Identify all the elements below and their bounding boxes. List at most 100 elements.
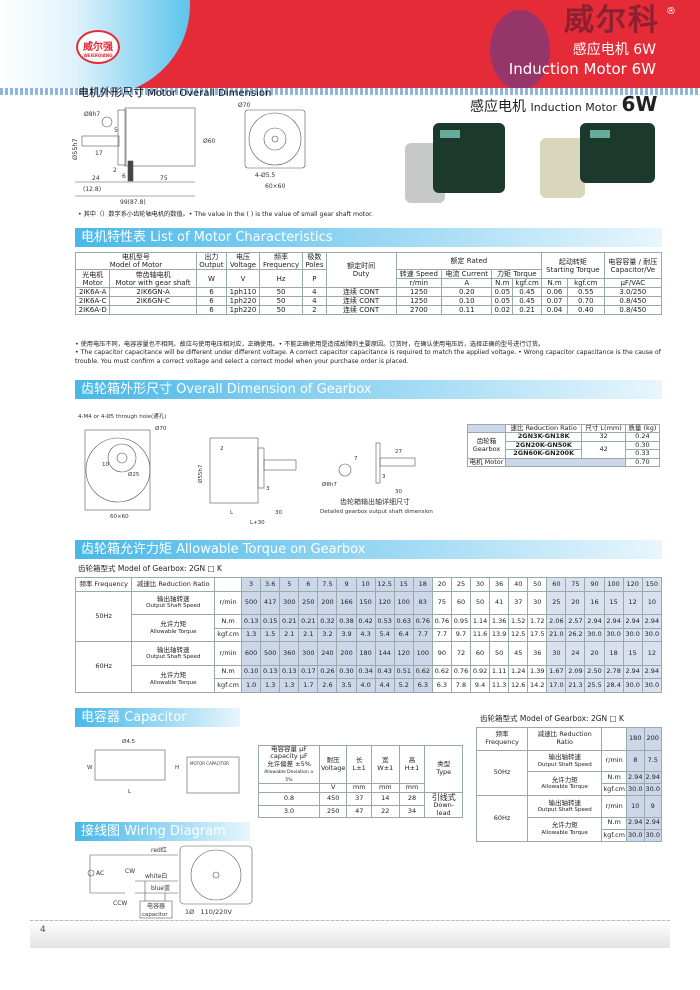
motor_dim-labels-d10-text: 99(87.8) — [120, 199, 146, 206]
value-cell: 9 — [643, 795, 662, 818]
value-cell: 83 — [412, 590, 433, 616]
value-cell: 26.2 — [565, 627, 586, 643]
unit-cell: kgf.cm — [601, 783, 628, 797]
characteristics-headers-current-text: 电流 Current — [441, 269, 493, 280]
capacitor-headers-volt_en-text: Voltage — [320, 763, 346, 772]
ratio-cell: 150 — [641, 577, 663, 592]
value-cell: 2.06 — [546, 614, 567, 629]
characteristics-headers-output_cn-text: 出力 — [204, 253, 219, 261]
value-cell: 37 — [508, 590, 529, 616]
value-cell: 30.0 — [641, 678, 663, 693]
characteristics-units-0-text: W — [195, 269, 228, 289]
ratio-cell: 3 — [241, 577, 262, 592]
motor-characteristics-table: 电机型号 Model of Motor 出力 Output 电压 Voltage 频率… — [74, 251, 663, 316]
value-cell: 250 — [298, 590, 319, 616]
torque-row: 50Hz 输出轴转速 Output Shaft Speed r/min 8 7.5 — [475, 749, 662, 797]
table-cell: 2700 — [395, 305, 443, 316]
gearbox_dim-labels-three-text: 3 — [266, 486, 270, 492]
value-cell: 0.32 — [317, 614, 338, 629]
value-cell: 25.5 — [584, 678, 605, 693]
value-cell: 1.0 — [241, 678, 262, 693]
value-cell: 1.5 — [260, 627, 281, 643]
value-cell: 0.21 — [279, 614, 300, 629]
torque-row: kgf.cm 30.0 30.0 — [477, 828, 662, 843]
characteristics-headers-cap_cn-text: 电容容量 / 耐压 — [608, 257, 658, 266]
frequency-cell: 60Hz — [74, 641, 133, 693]
value-cell: 200 — [336, 641, 357, 666]
value-cell: 500 — [241, 590, 262, 616]
speed-label: 输出轴转速 Output Shaft Speed — [131, 590, 216, 616]
value-cell: 0.34 — [355, 664, 376, 680]
value-cell: 12.5 — [508, 627, 529, 643]
value-cell: 2.50 — [584, 664, 605, 680]
table-cell: 6 — [195, 287, 228, 298]
capacitor-labels-L-text: L — [128, 789, 132, 795]
value-cell: 0.63 — [393, 614, 414, 629]
table-cell: 6 — [195, 296, 228, 307]
value-cell: 1.24 — [508, 664, 529, 680]
capacitor-headers-hei-text: 高 H±1 — [398, 744, 426, 785]
characteristics-headers-torque-text: 力矩 Torque — [491, 269, 543, 280]
value-cell: 150 — [355, 590, 376, 616]
table-cell: 0.11 — [441, 305, 493, 316]
table-cell: 0.05 — [491, 296, 514, 307]
unit-cell: r/min — [214, 641, 243, 666]
th-output: 出力 Output — [195, 251, 228, 271]
value-cell: 2.1 — [298, 627, 319, 643]
motor_dim-labels-d8-text: (12.8) — [83, 186, 101, 193]
torque-row: 允许力矩 Allowable Torque N.m 2.94 2.94 — [477, 771, 662, 797]
table-cell: 1ph220 — [226, 296, 260, 307]
torque-header-row: 频率 Frequency 减速比 Reduction Ratio 180 200 — [475, 727, 662, 751]
torque-row: 允许力矩 Allowable Torque N.m 0.10 0.13 0.13 0.17 0… — [76, 664, 663, 694]
ratio-cell: 10 — [355, 577, 376, 592]
motor-dim-title: 电机外形尺寸 Motor Overall Dimension — [78, 84, 271, 100]
gearbox_dim-table-gearbox_cn-text: 齿轮箱 — [476, 437, 497, 446]
value-cell: 50 — [489, 641, 510, 666]
characteristics-headers-voltage_en-text: Voltage — [229, 261, 257, 270]
value-cell: 72 — [450, 641, 472, 666]
value-cell: 120 — [374, 590, 395, 616]
torque2-model-label: 齿轮箱型式 Model of Gearbox: 2GN □ K — [480, 714, 624, 723]
wiring-cap_en-text: capacitor — [142, 912, 168, 918]
torque-row: 50Hz 输出轴转速 Output Shaft Speed r/min 500 417 30… — [74, 590, 663, 643]
frequency-cell: 50Hz — [475, 749, 529, 797]
capacitor-type_cn-text: 引线式 — [431, 792, 456, 802]
table-cell: 2IK6A-A — [74, 287, 111, 298]
motor_dim-product_en-text: Induction Motor — [530, 101, 618, 114]
value-cell: 2.94 — [603, 614, 624, 629]
value-cell: 2.94 — [622, 664, 643, 680]
characteristics-section-bar: 电机特性表 List of Motor Characteristics — [75, 228, 662, 247]
capacitor-headers-volt_cn-text: 耐压 — [326, 756, 340, 765]
value-cell: 1.72 — [527, 614, 548, 629]
value-cell: 240 — [317, 641, 338, 666]
th-frequency: 频率 Frequency — [74, 577, 133, 592]
value-cell: 2.94 — [626, 771, 645, 785]
torque-label: 允许力矩 Allowable Torque — [527, 771, 603, 797]
table-cell: 1250 — [395, 296, 443, 307]
torque-section-bar: 齿轮箱允许力矩 Allowable Torque on Gearbox — [75, 540, 662, 559]
motor_dim-labels-d3-text: 5 — [114, 127, 118, 134]
value-cell: 4.0 — [355, 678, 376, 693]
value-cell: 0.76 — [412, 614, 433, 629]
value-cell: 30.0 — [622, 678, 643, 693]
table-cell: 0.70 — [566, 296, 605, 307]
gearbox-dimension-drawing: 4-M4 or 4-Ø5 through hole(通孔) Ø70 Ø25 10… — [78, 412, 433, 526]
gearmotor-photo — [530, 118, 660, 208]
motor_dim-labels-d7-text: 24 — [92, 175, 100, 182]
torque-label-en: Allowable Torque — [149, 679, 197, 686]
table-cell: 1ph220 — [226, 305, 260, 316]
table-cell: 1250 — [395, 287, 443, 298]
characteristics-note_en-text: • The capacitor capacitance will be diff… — [75, 349, 661, 365]
value-cell: 11.3 — [489, 678, 510, 693]
capacitor-rows-0-4-text: 28 — [398, 791, 426, 806]
characteristics-headers-speed-text: 转速 Speed — [395, 269, 443, 280]
value-cell: 21.0 — [546, 627, 567, 643]
value-cell: 9.7 — [450, 627, 472, 643]
value-cell: 24 — [565, 641, 586, 666]
characteristics-units-9-text: kgf.cm — [566, 278, 605, 289]
capacitor-headers-type_en-text: Type — [436, 767, 452, 776]
value-cell: 0.30 — [336, 664, 357, 680]
table-cell: 1ph110 — [226, 287, 260, 298]
value-cell: 30.0 — [641, 627, 663, 643]
capacitor-headers-dev_cn-text: 允许偏差 ±5% — [267, 759, 311, 768]
